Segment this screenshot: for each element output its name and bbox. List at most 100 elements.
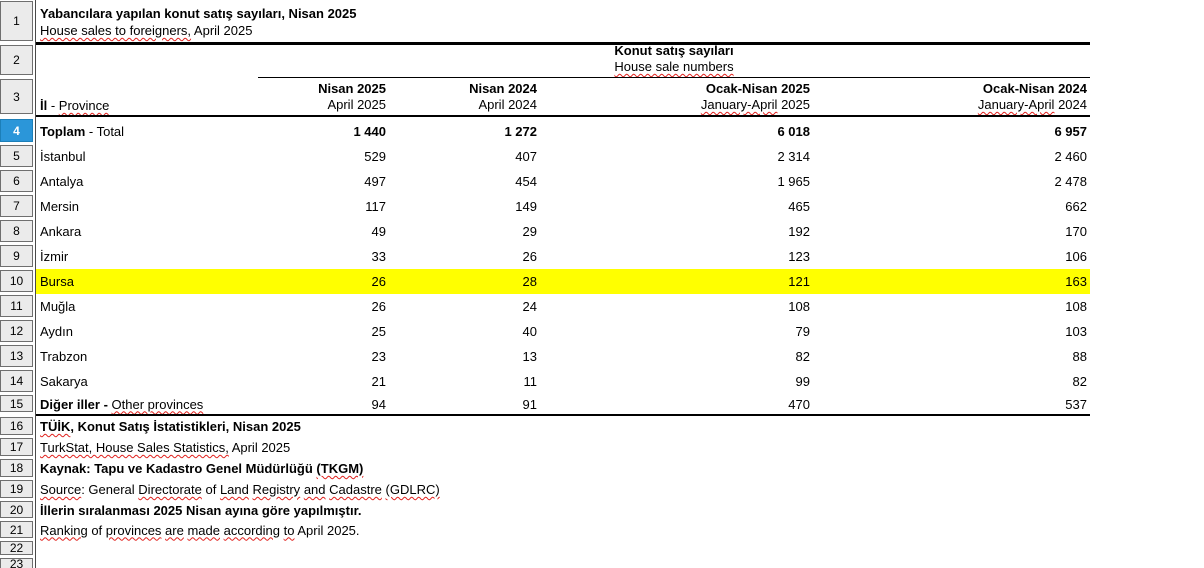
- value-cell[interactable]: 11: [523, 374, 538, 389]
- value-cell[interactable]: 25: [371, 324, 386, 339]
- province-cell[interactable]: Aydın: [40, 324, 74, 339]
- value-cell[interactable]: 40: [522, 324, 537, 339]
- value-cell[interactable]: 6 957: [1054, 123, 1087, 139]
- row-header[interactable]: 9: [0, 245, 33, 267]
- value-cell[interactable]: 1 440: [353, 123, 386, 139]
- value-cell[interactable]: 2 478: [1054, 174, 1087, 189]
- table-row[interactable]: 8 Ankara 49 29 192 170: [0, 219, 1204, 244]
- note-source-en[interactable]: TurkStat, House Sales Statistics, April …: [40, 440, 291, 455]
- value-cell[interactable]: 123: [788, 249, 810, 264]
- row-header[interactable]: 8: [0, 220, 33, 242]
- value-cell[interactable]: 94: [371, 396, 386, 412]
- row-header[interactable]: 18: [0, 459, 33, 477]
- value-cell[interactable]: 108: [788, 299, 810, 314]
- value-cell[interactable]: 79: [795, 324, 810, 339]
- row-header[interactable]: 21: [0, 521, 33, 538]
- note-ranking-en[interactable]: Ranking of provinces are made according …: [40, 522, 360, 538]
- value-cell[interactable]: 29: [522, 224, 537, 239]
- value-cell[interactable]: 26: [371, 274, 386, 289]
- table-row[interactable]: 7 Mersin 117 149 465 662: [0, 194, 1204, 219]
- value-cell[interactable]: 23: [371, 349, 386, 364]
- row-header[interactable]: 2: [0, 45, 33, 75]
- empty-row[interactable]: 22: [0, 540, 1204, 557]
- value-cell[interactable]: 49: [371, 224, 386, 239]
- table-row[interactable]: 5 İstanbul 529 407 2 314 2 460: [0, 144, 1204, 169]
- row-header[interactable]: 23: [0, 557, 33, 568]
- col-header-jan-apr-2025[interactable]: Ocak-Nisan 2025 January-April 2025: [700, 81, 810, 112]
- value-cell[interactable]: 454: [515, 174, 537, 189]
- table-row[interactable]: 14 Sakarya 21 11 99 82: [0, 369, 1204, 394]
- note-row[interactable]: 16 TÜİK, Konut Satış İstatistikleri, Nis…: [0, 416, 1204, 437]
- table-row[interactable]: 13 Trabzon 23 13 82 88: [0, 344, 1204, 369]
- value-cell[interactable]: 117: [365, 199, 386, 214]
- note-row[interactable]: 19 Source: General Directorate of Land R…: [0, 479, 1204, 500]
- value-cell[interactable]: 149: [515, 199, 537, 214]
- province-header-cell[interactable]: İl - Province: [40, 98, 110, 113]
- row-header[interactable]: 20: [0, 501, 33, 518]
- value-cell[interactable]: 28: [522, 274, 537, 289]
- note-row[interactable]: 20 İllerin sıralanması 2025 Nisan ayına …: [0, 500, 1204, 520]
- value-cell[interactable]: 26: [522, 249, 537, 264]
- row-title[interactable]: 1 Yabancılara yapılan konut satış sayıla…: [0, 0, 1204, 43]
- value-cell[interactable]: 99: [795, 374, 810, 389]
- group-header[interactable]: Konut satış sayıları House sale numbers: [258, 43, 1090, 75]
- col-header-jan-apr-2024[interactable]: Ocak-Nisan 2024 January-April 2024: [977, 81, 1087, 112]
- row-header[interactable]: 22: [0, 541, 33, 555]
- value-cell[interactable]: 26: [371, 299, 386, 314]
- note-row[interactable]: 18 Kaynak: Tapu ve Kadastro Genel Müdürl…: [0, 458, 1204, 479]
- value-cell[interactable]: 497: [364, 174, 386, 189]
- value-cell[interactable]: 121: [788, 274, 810, 289]
- row-header[interactable]: 5: [0, 145, 33, 167]
- value-cell[interactable]: 192: [788, 224, 810, 239]
- value-cell[interactable]: 465: [788, 199, 810, 214]
- note-kaynak-en[interactable]: Source: General Directorate of Land Regi…: [40, 482, 440, 497]
- value-cell[interactable]: 21: [371, 374, 386, 389]
- sheet-title[interactable]: Yabancılara yapılan konut satış sayıları…: [40, 5, 357, 39]
- value-cell[interactable]: 24: [522, 299, 537, 314]
- table-row-highlighted[interactable]: 10 Bursa 26 28 121 163: [0, 269, 1204, 294]
- row-header[interactable]: 15: [0, 395, 33, 412]
- row-header[interactable]: 12: [0, 320, 33, 342]
- value-cell[interactable]: 82: [1072, 374, 1087, 389]
- province-cell[interactable]: Antalya: [40, 174, 84, 189]
- value-cell[interactable]: 407: [515, 149, 537, 164]
- value-cell[interactable]: 470: [788, 396, 810, 412]
- table-row[interactable]: 6 Antalya 497 454 1 965 2 478: [0, 169, 1204, 194]
- value-cell[interactable]: 2 314: [777, 149, 810, 164]
- value-cell[interactable]: 88: [1072, 349, 1087, 364]
- province-cell[interactable]: İstanbul: [40, 149, 86, 164]
- province-cell[interactable]: Diğer iller - Other provinces: [40, 396, 204, 412]
- note-row[interactable]: 21 Ranking of provinces are made accordi…: [0, 520, 1204, 540]
- row-header[interactable]: 1: [0, 1, 33, 41]
- province-cell[interactable]: Toplam - Total: [40, 123, 125, 139]
- row-header[interactable]: 7: [0, 195, 33, 217]
- value-cell[interactable]: 33: [371, 249, 386, 264]
- row-column-headers[interactable]: 3 İl - Province Nisan 2025 April 2025 Ni…: [0, 78, 1204, 116]
- row-header[interactable]: 6: [0, 170, 33, 192]
- row-header[interactable]: 14: [0, 370, 33, 392]
- row-group-header[interactable]: 2 Konut satış sayıları House sale number…: [0, 43, 1204, 77]
- table-row[interactable]: 12 Aydın 25 40 79 103: [0, 319, 1204, 344]
- row-header-selected[interactable]: 4: [0, 119, 33, 142]
- value-cell[interactable]: 537: [1065, 396, 1087, 412]
- note-kaynak-tr[interactable]: Kaynak: Tapu ve Kadastro Genel Müdürlüğü…: [40, 461, 364, 476]
- table-row[interactable]: 9 İzmir 33 26 123 106: [0, 244, 1204, 269]
- value-cell[interactable]: 529: [364, 149, 386, 164]
- table-row-total[interactable]: 4 Toplam - Total 1 440 1 272 6 018 6 957: [0, 118, 1204, 144]
- value-cell[interactable]: 1 272: [504, 123, 537, 139]
- value-cell[interactable]: 1 965: [777, 174, 810, 189]
- table-row-other[interactable]: 15 Diğer iller - Other provinces 94 91 4…: [0, 394, 1204, 414]
- value-cell[interactable]: 662: [1065, 199, 1087, 214]
- row-header[interactable]: 17: [0, 438, 33, 456]
- row-header[interactable]: 16: [0, 417, 33, 435]
- province-cell[interactable]: Trabzon: [40, 349, 88, 364]
- table-row[interactable]: 11 Muğla 26 24 108 108: [0, 294, 1204, 319]
- note-row[interactable]: 17 TurkStat, House Sales Statistics, Apr…: [0, 437, 1204, 458]
- row-header[interactable]: 13: [0, 345, 33, 367]
- province-cell[interactable]: Bursa: [40, 274, 74, 289]
- value-cell[interactable]: 103: [1065, 324, 1087, 339]
- note-source-tr[interactable]: TÜİK, Konut Satış İstatistikleri, Nisan …: [40, 419, 301, 434]
- row-header[interactable]: 11: [0, 295, 33, 317]
- province-cell[interactable]: Muğla: [40, 299, 76, 314]
- col-header-apr-2025[interactable]: Nisan 2025 April 2025: [318, 81, 386, 112]
